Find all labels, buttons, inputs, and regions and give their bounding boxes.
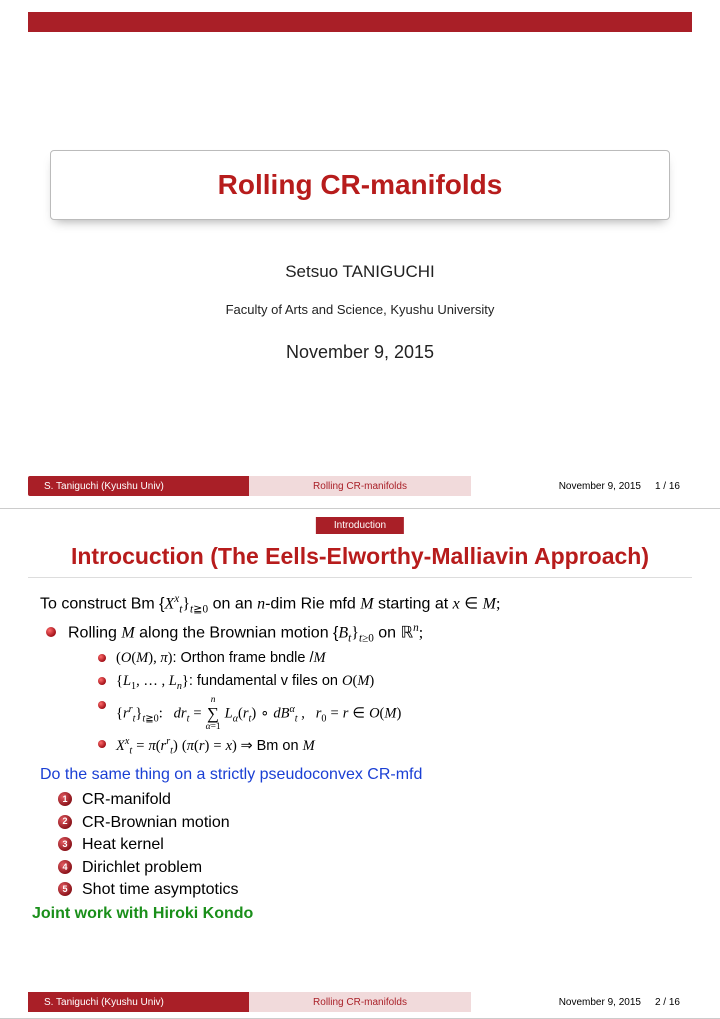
footer-page: 2 / 16 (655, 997, 680, 1008)
enum-label: Dirichlet problem (82, 859, 202, 876)
slide-title: Rolling CR-manifolds Setsuo TANIGUCHI Fa… (0, 0, 720, 509)
enum-ball-1: 1 (58, 792, 72, 806)
enum-ball-5: 5 (58, 882, 72, 896)
txt: on an (213, 595, 257, 612)
heading-rule (28, 577, 692, 578)
bullet-icon (46, 627, 56, 637)
txt: Bm on (253, 738, 303, 754)
title-box: Rolling CR-manifolds (50, 150, 670, 220)
footer-title: Rolling CR-manifolds (249, 992, 471, 1012)
bullet-icon (98, 677, 106, 685)
top-accent-bar (28, 12, 692, 32)
enum-item-3: 3 Heat kernel (40, 834, 680, 856)
bullet-rolling: Rolling M along the Brownian motion {Bt}… (40, 621, 680, 647)
footer-author: S. Taniguchi (Kyushu Univ) (28, 476, 249, 496)
txt: starting at (374, 595, 453, 612)
footer-date: November 9, 2015 (559, 997, 641, 1008)
enum-item-4: 4 Dirichlet problem (40, 857, 680, 879)
txt: on (374, 624, 401, 641)
txt: : fundamental v files on (189, 673, 342, 689)
affiliation: Faculty of Arts and Science, Kyushu Univ… (0, 302, 720, 317)
enum-item-5: 5 Shot time asymptotics (40, 879, 680, 901)
txt: To construct Bm { (40, 595, 165, 612)
enum-ball-2: 2 (58, 815, 72, 829)
sub-sde: {rrt}t≧0: drt = n∑α=1 Lα(rt) ∘ dBαt , r0… (40, 696, 680, 732)
enum-ball-3: 3 (58, 837, 72, 851)
bullet-icon (98, 740, 106, 748)
txt: Rolling (68, 624, 121, 641)
footer-page: 1 / 16 (655, 481, 680, 492)
footer-right: November 9, 2015 2 / 16 (471, 992, 692, 1012)
sub-projection: Xxt = π(rrt) (π(r) = x) ⇒ Bm on M (40, 735, 680, 758)
talk-date: November 9, 2015 (0, 342, 720, 363)
txt: -dim Rie mfd (265, 595, 360, 612)
enum-item-1: 1 CR-manifold (40, 789, 680, 811)
summation: n∑α=1 (206, 696, 221, 732)
slide-heading: Introcuction (The Eells-Elworthy-Malliav… (0, 543, 720, 570)
footer-bar: S. Taniguchi (Kyushu Univ) Rolling CR-ma… (28, 476, 692, 496)
enum-label: CR-Brownian motion (82, 814, 230, 831)
footer-right: November 9, 2015 1 / 16 (471, 476, 692, 496)
slide-body: To construct Bm {Xxt}t≧0 on an n-dim Rie… (40, 589, 680, 928)
section-pill: Introduction (316, 517, 404, 534)
footer-bar: S. Taniguchi (Kyushu Univ) Rolling CR-ma… (28, 992, 692, 1012)
sub-orthon: (O(M), π): Orthon frame bndle /M (40, 649, 680, 669)
line-construct-bm: To construct Bm {Xxt}t≧0 on an n-dim Rie… (40, 592, 680, 618)
footer-title: Rolling CR-manifolds (249, 476, 471, 496)
sub-fundamental: {L1, … , Ln}: fundamental v files on O(M… (40, 672, 680, 694)
bullet-icon (98, 654, 106, 662)
footer-author: S. Taniguchi (Kyushu Univ) (28, 992, 249, 1012)
txt: along the Brownian motion { (135, 624, 339, 641)
slide-introduction: Introduction Introcuction (The Eells-Elw… (0, 509, 720, 1019)
title-frame: Rolling CR-manifolds (50, 150, 670, 220)
joint-work: Joint work with Hiroki Kondo (32, 903, 680, 925)
enum-label: Heat kernel (82, 836, 164, 853)
enum-label: CR-manifold (82, 791, 171, 808)
line-blue-goal: Do the same thing on a strictly pseudoco… (40, 764, 680, 786)
enum-item-2: 2 CR-Brownian motion (40, 812, 680, 834)
footer-date: November 9, 2015 (559, 481, 641, 492)
bullet-icon (98, 701, 106, 709)
talk-title: Rolling CR-manifolds (218, 169, 503, 200)
txt: : Orthon frame bndle / (172, 650, 313, 666)
enum-ball-4: 4 (58, 860, 72, 874)
enum-label: Shot time asymptotics (82, 881, 239, 898)
author-name: Setsuo TANIGUCHI (0, 262, 720, 282)
